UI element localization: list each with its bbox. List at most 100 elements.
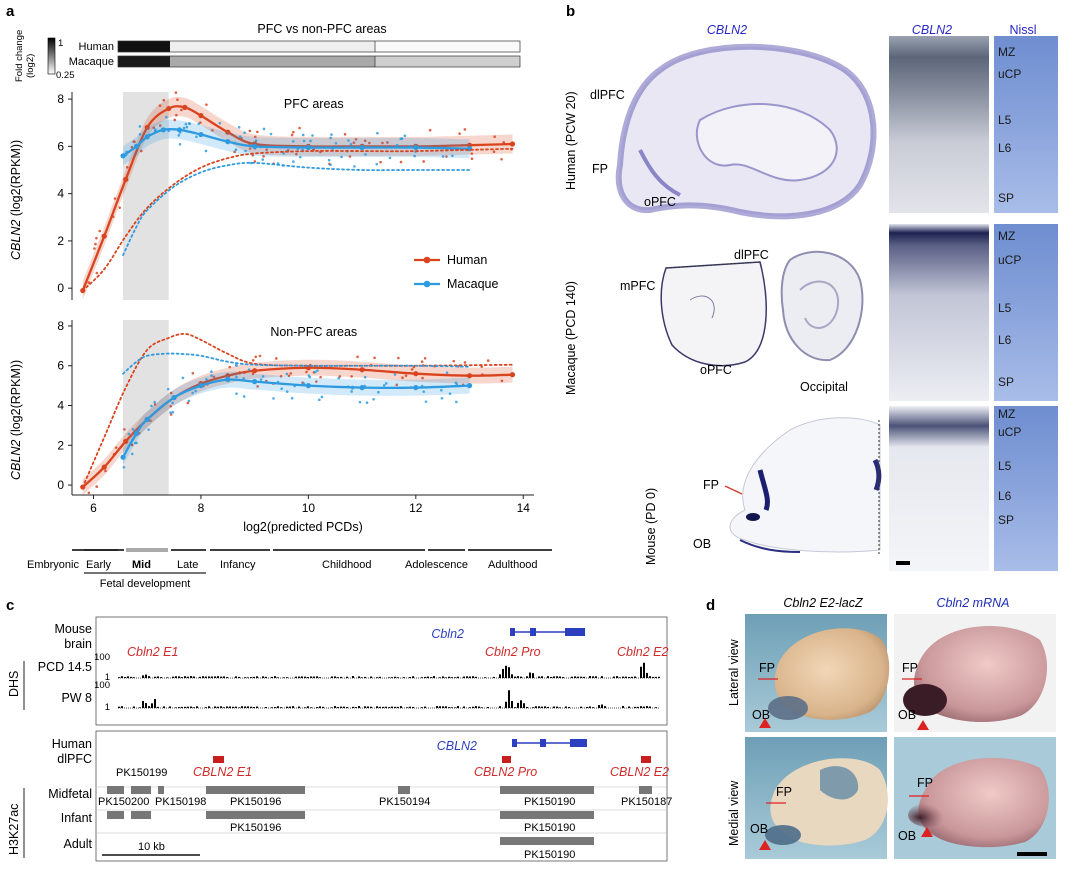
signal-bar: [463, 706, 465, 708]
signal-bar: [643, 662, 645, 678]
signal-bar: [547, 706, 549, 708]
signal-bar: [295, 676, 297, 678]
data-point: [265, 148, 268, 151]
signal-bar: [130, 676, 132, 678]
data-point: [138, 125, 142, 128]
signal-bar: [379, 706, 381, 708]
signal-bar: [505, 665, 507, 678]
data-point: [500, 157, 503, 161]
series-marker: [225, 129, 231, 135]
signal-bar: [175, 707, 177, 708]
data-point: [93, 247, 96, 250]
data-point: [463, 128, 467, 131]
signal-bar: [595, 676, 597, 678]
series-marker: [225, 139, 231, 145]
pk150190-label: PK150190: [524, 796, 575, 808]
signal-bar: [532, 673, 534, 678]
confidence-band-human: [82, 359, 513, 495]
signal-bar: [622, 676, 624, 678]
data-point: [334, 141, 338, 145]
mouse-ob-label: OB: [693, 537, 711, 551]
signal-bar: [193, 707, 195, 708]
signal-bar: [313, 676, 315, 678]
signal-bar: [376, 677, 378, 678]
data-point: [254, 355, 258, 359]
signal-bar: [439, 677, 441, 678]
signal-bar: [256, 676, 258, 678]
mrna-medial-image: [894, 737, 1056, 859]
data-point: [410, 368, 414, 371]
data-point: [87, 281, 91, 284]
series-marker: [120, 454, 126, 460]
signal-bar: [412, 676, 414, 678]
panel-d-column-2: Cbln2 mRNA: [937, 596, 1010, 610]
signal-bar: [217, 676, 219, 678]
signal-bar: [124, 676, 126, 678]
lacz-medial-image: [745, 737, 888, 859]
signal-bar: [571, 676, 573, 678]
signal-bar: [148, 676, 150, 678]
series-marker: [305, 144, 311, 151]
signal-bar: [391, 677, 393, 678]
signal-bar: [454, 677, 456, 678]
data-point: [448, 392, 452, 395]
data-point: [455, 400, 458, 404]
data-point: [291, 130, 295, 134]
data-point: [251, 372, 255, 376]
panel-a-title: PFC vs non-PFC areas: [257, 22, 386, 36]
data-point: [377, 390, 380, 394]
signal-bar: [202, 676, 204, 678]
human-pro-marker: [502, 756, 511, 763]
data-point: [210, 374, 213, 377]
stage-infancy: Infancy: [220, 559, 256, 571]
signal-bar: [469, 707, 471, 708]
data-point: [420, 360, 424, 364]
data-point: [162, 98, 166, 102]
series-marker: [305, 383, 311, 389]
signal-bar: [646, 672, 648, 678]
signal-bar: [277, 677, 279, 678]
data-point: [212, 375, 216, 379]
signal-bar: [424, 706, 426, 708]
data-point: [311, 134, 314, 137]
midfetal-peaks: [107, 786, 652, 794]
data-point: [166, 387, 170, 391]
chart-title: Non-PFC areas: [270, 325, 357, 339]
signal-bar: [541, 706, 543, 708]
data-point: [354, 137, 358, 141]
signal-bar: [286, 677, 288, 678]
signal-bar: [226, 706, 228, 708]
signal-bar: [439, 706, 441, 708]
data-point: [423, 356, 427, 360]
data-point: [384, 382, 388, 385]
signal-bar: [589, 706, 591, 708]
bar-macaque-label: Macaque: [69, 56, 114, 68]
legend-macaque-marker: [423, 280, 431, 288]
data-point: [177, 134, 181, 137]
series-marker: [466, 383, 473, 389]
series-marker: [413, 144, 419, 151]
data-point: [95, 271, 99, 275]
fold-min-label: 0.25: [56, 70, 75, 81]
data-point: [153, 400, 156, 404]
stage-late: Late: [177, 559, 198, 571]
dhs-pw-track: [118, 690, 660, 709]
data-point: [422, 160, 425, 163]
signal-bar: [208, 706, 210, 708]
signal-bar: [352, 706, 354, 708]
signal-bar: [472, 676, 474, 678]
signal-bar: [262, 676, 264, 678]
human-dlpfc-label-1: Human: [52, 737, 92, 751]
series-marker: [120, 153, 126, 159]
data-point: [149, 419, 152, 423]
data-point: [451, 154, 454, 158]
series-marker: [252, 379, 258, 385]
data-point: [169, 404, 172, 408]
signal-bar: [298, 706, 300, 708]
data-point: [279, 374, 283, 378]
signal-bar: [526, 676, 528, 678]
series-marker: [198, 383, 204, 389]
signal-bar: [454, 707, 456, 708]
data-point: [118, 206, 122, 209]
human-e1-label: CBLN2 E1: [193, 765, 252, 779]
